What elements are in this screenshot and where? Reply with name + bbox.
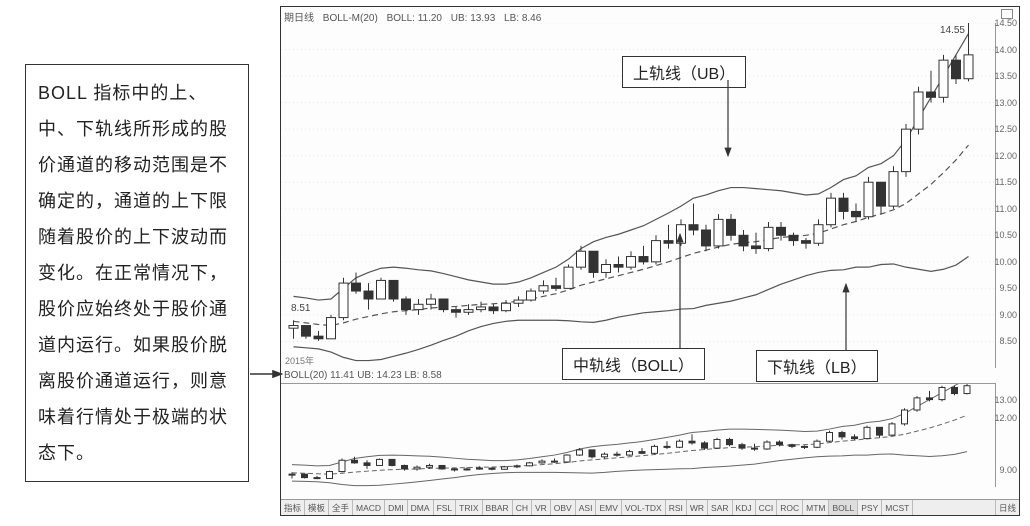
indicator-tab[interactable]: ROC bbox=[777, 500, 803, 515]
indicator-tab[interactable]: BOLL bbox=[829, 500, 858, 515]
indicator-tab-bar: 指标模板全手MACDDMIDMAFSLTRIXBBARCHVROBVASIEMV… bbox=[281, 499, 1019, 515]
high-price-label: 14.55 bbox=[940, 25, 965, 36]
indicator-tab[interactable]: ASI bbox=[576, 500, 597, 515]
ytick: 13.00 bbox=[994, 395, 1017, 405]
ytick: 11.00 bbox=[995, 204, 1017, 214]
chart-header: 期日线 BOLL-M(20) BOLL: 11.20 UB: 13.93 LB:… bbox=[284, 9, 547, 24]
ytick: 12.50 bbox=[994, 124, 1017, 134]
indicator-tab[interactable]: SAR bbox=[708, 500, 732, 515]
indicator-tab[interactable]: CH bbox=[513, 500, 532, 515]
indicator-tab[interactable]: CCI bbox=[756, 500, 778, 515]
sub-chart-pane[interactable] bbox=[281, 383, 996, 487]
indicator-tab[interactable]: 全手 bbox=[329, 500, 353, 515]
indicator-tab[interactable]: VR bbox=[532, 500, 551, 515]
sub-chart-header: BOLL(20) 11.41 UB: 14.23 LB: 8.58 bbox=[284, 370, 442, 381]
indicator-tab[interactable]: 指标 bbox=[281, 500, 305, 515]
ytick: 12.00 bbox=[994, 151, 1017, 161]
callout-ub: 上轨线（UB） bbox=[622, 56, 746, 88]
ytick: 13.00 bbox=[994, 98, 1017, 108]
indicator-tab[interactable]: FSL bbox=[434, 500, 457, 515]
indicator-tab[interactable]: KDJ bbox=[733, 500, 756, 515]
indicator-tab[interactable]: WR bbox=[687, 500, 708, 515]
indicator-tab[interactable]: MTM bbox=[803, 500, 829, 515]
sub-chart-svg bbox=[281, 384, 996, 488]
ytick: 9.00 bbox=[999, 465, 1017, 475]
ytick: 14.50 bbox=[994, 18, 1017, 28]
indicator-tab[interactable]: BBAR bbox=[483, 500, 513, 515]
indicator-tab[interactable]: TRIX bbox=[456, 500, 482, 515]
callout-boll: 中轨线（BOLL） bbox=[562, 348, 705, 380]
ytick: 10.50 bbox=[994, 230, 1017, 240]
indicator-tab[interactable]: MCST bbox=[882, 500, 913, 515]
ytick: 10.00 bbox=[994, 257, 1017, 267]
indicator-tab[interactable]: RSI bbox=[666, 500, 687, 515]
callout-lb: 下轨线（LB） bbox=[756, 350, 878, 382]
ytick: 8.50 bbox=[999, 336, 1017, 346]
yaxis-sub: 9.00 12.00 13.00 bbox=[995, 383, 1018, 487]
indicator-tab[interactable]: MACD bbox=[353, 500, 385, 515]
xaxis-right-label: 日线 bbox=[995, 500, 1019, 515]
indicator-tab[interactable]: EMV bbox=[596, 500, 621, 515]
yaxis-main: 8.50 9.00 9.50 10.00 10.50 11.00 11.50 12.00 12.… bbox=[995, 23, 1018, 368]
svg-text:2015年: 2015年 bbox=[285, 355, 314, 366]
explain-box: BOLL 指标中的上、中、下轨线所形成的股价通道的移动范围是不确定的，通道的上下… bbox=[25, 64, 249, 482]
ytick: 9.00 bbox=[999, 310, 1017, 320]
ytick: 13.50 bbox=[994, 71, 1017, 81]
indicator-tab[interactable]: DMA bbox=[408, 500, 434, 515]
indicator-tab[interactable]: OBV bbox=[551, 500, 576, 515]
indicator-tab[interactable]: 模板 bbox=[305, 500, 329, 515]
low-price-label: 8.51 bbox=[291, 303, 310, 314]
indicator-tab[interactable]: DMI bbox=[385, 500, 408, 515]
ytick: 9.50 bbox=[999, 283, 1017, 293]
ytick: 11.50 bbox=[995, 177, 1017, 187]
explain-text: BOLL 指标中的上、中、下轨线所形成的股价通道的移动范围是不确定的，通道的上下… bbox=[38, 83, 228, 463]
ytick: 12.00 bbox=[994, 413, 1017, 423]
ytick: 14.00 bbox=[994, 45, 1017, 55]
indicator-tab[interactable]: VOL-TDX bbox=[622, 500, 666, 515]
indicator-tab[interactable]: PSY bbox=[858, 500, 882, 515]
